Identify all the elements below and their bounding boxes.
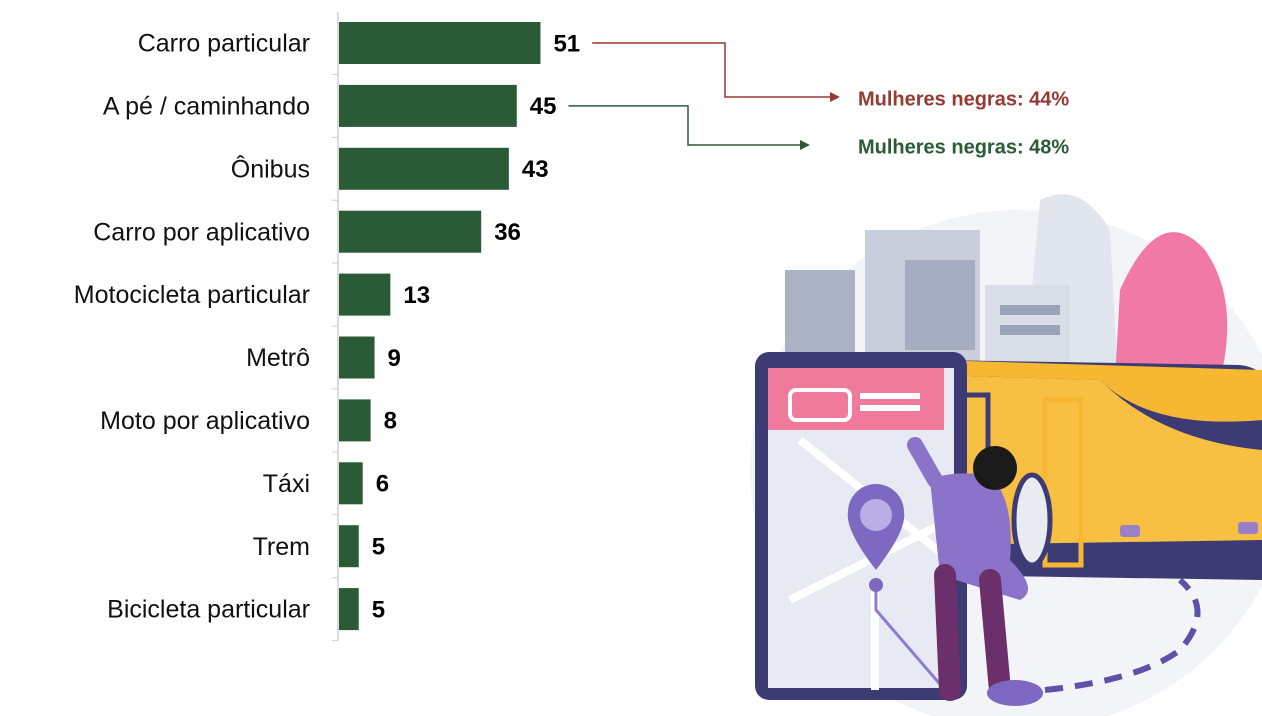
annotation: Mulheres negras: 44% (858, 88, 1069, 110)
value-label: 9 (388, 345, 401, 372)
annotation: Mulheres negras: 48% (858, 136, 1069, 158)
bar (339, 210, 482, 253)
bar (339, 588, 359, 631)
bar (339, 399, 371, 442)
category-label: A pé / caminhando (103, 93, 310, 121)
bar (339, 462, 363, 505)
illustration (750, 194, 1262, 716)
bar (339, 273, 391, 316)
bar (339, 525, 359, 568)
value-label: 8 (384, 408, 397, 435)
value-label: 51 (553, 30, 580, 57)
value-label: 45 (530, 93, 557, 120)
annotation-arrow (830, 92, 840, 102)
value-label: 6 (376, 471, 389, 498)
annotation-connector (592, 42, 830, 98)
value-label: 5 (372, 534, 385, 561)
annotation-connector (568, 105, 800, 146)
value-label: 13 (403, 282, 430, 309)
bar (339, 84, 517, 127)
category-label: Bicicleta particular (107, 596, 310, 624)
category-label: Ônibus (231, 154, 310, 183)
category-label: Carro particular (138, 30, 310, 58)
category-label: Motocicleta particular (74, 281, 310, 309)
category-label: Metrô (246, 344, 310, 372)
category-label: Carro por aplicativo (93, 218, 310, 246)
category-label: Trem (253, 533, 310, 561)
bar (339, 147, 509, 190)
value-label: 43 (522, 156, 549, 183)
category-label: Táxi (263, 470, 310, 498)
value-label: 36 (494, 219, 521, 246)
category-label: Moto por aplicativo (100, 407, 310, 435)
bar (339, 336, 375, 379)
annotation-arrow (800, 140, 810, 150)
bar (339, 22, 541, 64)
value-label: 5 (372, 596, 385, 623)
